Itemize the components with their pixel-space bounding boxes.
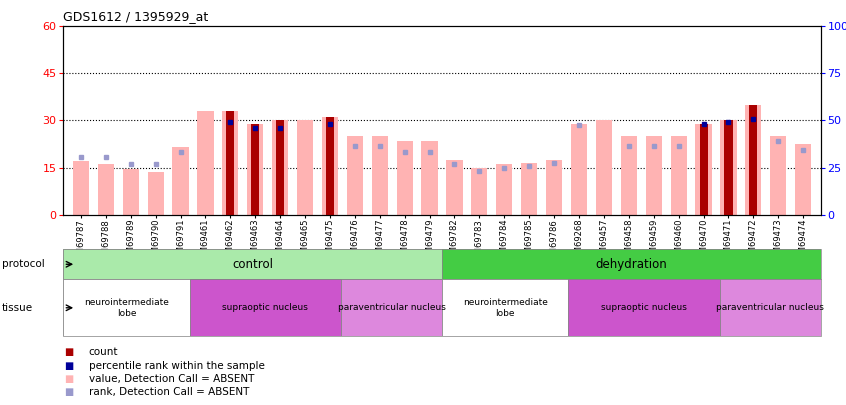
Bar bbox=[251, 124, 259, 215]
Bar bbox=[671, 136, 687, 215]
Text: value, Detection Call = ABSENT: value, Detection Call = ABSENT bbox=[89, 374, 254, 384]
Text: percentile rank within the sample: percentile rank within the sample bbox=[89, 361, 265, 371]
Bar bbox=[721, 121, 737, 215]
Text: tissue: tissue bbox=[2, 303, 33, 313]
Bar bbox=[497, 164, 513, 215]
Text: neurointermediate
lobe: neurointermediate lobe bbox=[463, 298, 547, 318]
Bar bbox=[247, 124, 263, 215]
Text: ■: ■ bbox=[64, 347, 74, 357]
Bar bbox=[197, 111, 213, 215]
Bar bbox=[326, 117, 334, 215]
Text: protocol: protocol bbox=[2, 259, 45, 269]
Text: control: control bbox=[233, 258, 273, 271]
Bar bbox=[63, 279, 190, 336]
Text: supraoptic nucleus: supraoptic nucleus bbox=[222, 303, 308, 312]
Bar bbox=[63, 249, 442, 279]
Bar bbox=[795, 144, 811, 215]
Bar bbox=[276, 121, 284, 215]
Text: paraventricular nucleus: paraventricular nucleus bbox=[717, 303, 824, 312]
Text: GDS1612 / 1395929_at: GDS1612 / 1395929_at bbox=[63, 10, 209, 23]
Bar bbox=[745, 105, 761, 215]
Bar bbox=[226, 111, 234, 215]
Bar bbox=[596, 121, 612, 215]
Bar bbox=[750, 105, 757, 215]
Bar bbox=[720, 279, 821, 336]
Text: ■: ■ bbox=[64, 361, 74, 371]
Bar bbox=[447, 160, 463, 215]
Bar bbox=[321, 117, 338, 215]
Bar bbox=[173, 147, 189, 215]
Bar bbox=[73, 161, 89, 215]
Bar bbox=[222, 111, 239, 215]
Bar bbox=[645, 136, 662, 215]
Bar bbox=[695, 124, 711, 215]
Bar bbox=[397, 141, 413, 215]
Bar bbox=[123, 169, 139, 215]
Text: count: count bbox=[89, 347, 118, 357]
Text: dehydration: dehydration bbox=[596, 258, 667, 271]
Bar bbox=[341, 279, 442, 336]
Bar bbox=[190, 279, 341, 336]
Bar bbox=[546, 160, 563, 215]
Bar bbox=[569, 279, 720, 336]
Bar bbox=[700, 124, 707, 215]
Bar bbox=[147, 172, 163, 215]
Bar bbox=[521, 163, 537, 215]
Text: paraventricular nucleus: paraventricular nucleus bbox=[338, 303, 446, 312]
Bar bbox=[442, 279, 569, 336]
Bar bbox=[770, 136, 787, 215]
Text: ■: ■ bbox=[64, 374, 74, 384]
Bar bbox=[97, 164, 114, 215]
Text: neurointermediate
lobe: neurointermediate lobe bbox=[84, 298, 169, 318]
Bar bbox=[471, 168, 487, 215]
Bar bbox=[421, 141, 437, 215]
Text: supraoptic nucleus: supraoptic nucleus bbox=[601, 303, 687, 312]
Bar bbox=[442, 249, 821, 279]
Bar bbox=[371, 136, 387, 215]
Bar bbox=[724, 121, 733, 215]
Text: ■: ■ bbox=[64, 388, 74, 397]
Bar bbox=[571, 124, 587, 215]
Bar bbox=[297, 121, 313, 215]
Bar bbox=[621, 136, 637, 215]
Text: rank, Detection Call = ABSENT: rank, Detection Call = ABSENT bbox=[89, 388, 250, 397]
Bar bbox=[347, 136, 363, 215]
Bar bbox=[272, 121, 288, 215]
